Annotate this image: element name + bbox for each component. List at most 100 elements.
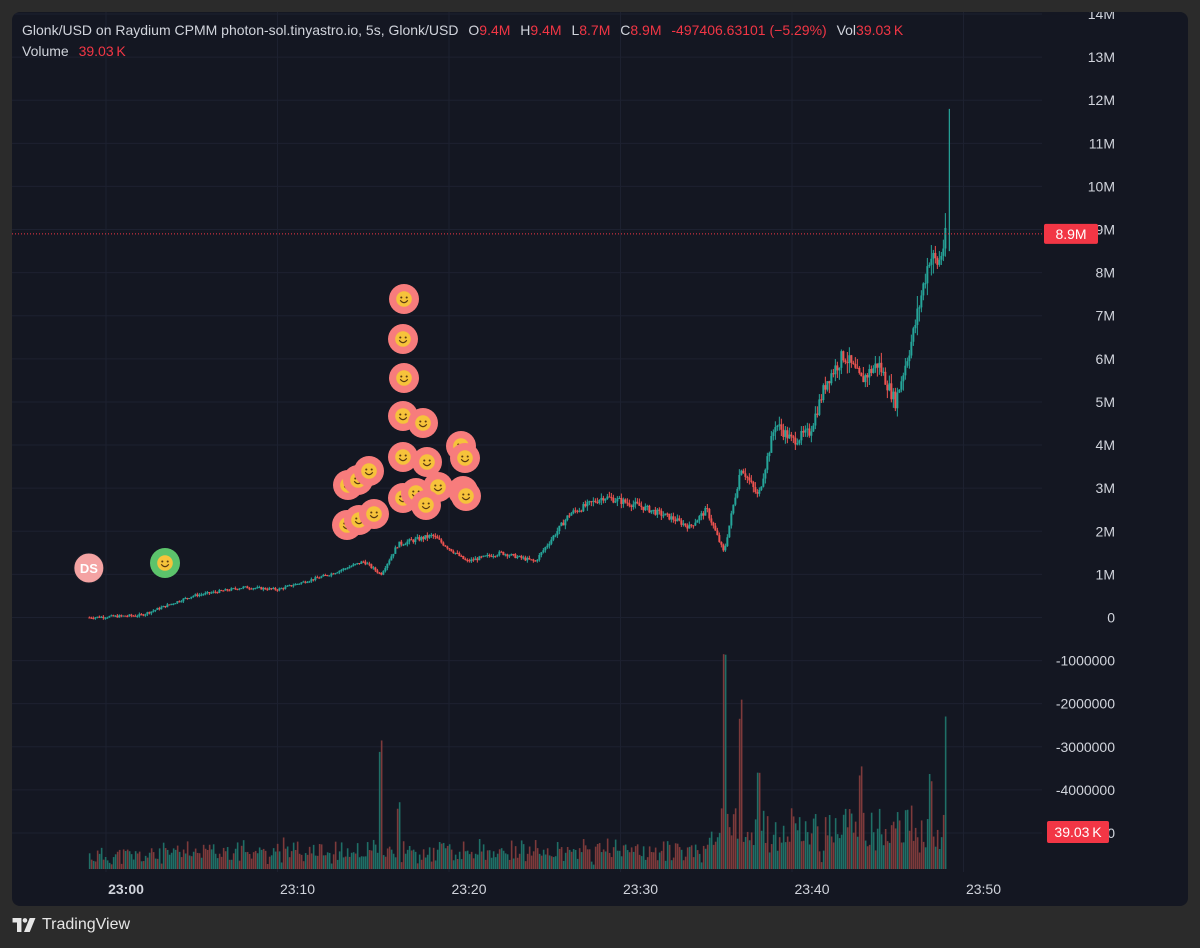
volume-bar [456,859,459,869]
volume-bar [612,847,615,869]
volume-bar [120,863,123,869]
candle-body [94,617,97,619]
volume-bar [490,857,493,869]
smile-marker-red[interactable] [389,363,419,393]
ds-marker[interactable]: DS [73,552,105,584]
candle-body [598,500,601,503]
y-tick-label: -1000000 [1056,653,1115,669]
volume-bar [500,848,503,869]
volume-bar [608,852,611,869]
volume-bar [90,859,93,869]
candle-body [850,355,853,363]
candle-body [618,498,621,500]
volume-bar [764,842,767,869]
candle-body [524,557,527,561]
volume-bar [410,850,413,869]
candle-body [918,307,921,309]
volume-bar [262,848,265,869]
volume-bar [502,850,505,869]
volume-bar [376,852,379,869]
candle-body [536,559,539,562]
volume-bar [230,859,233,869]
legend-title[interactable]: Glonk/USD on Raydium CPMM photon-sol.tin… [22,22,459,38]
smile-marker-red[interactable] [450,443,480,473]
candle-body [848,355,851,364]
candle-body [742,470,745,474]
candle-body [180,601,183,603]
smile-marker-red[interactable] [451,481,481,511]
candle-body [812,425,815,432]
volume-bar [922,841,925,869]
candle-body [458,553,461,556]
smile-marker-red[interactable] [388,324,418,354]
candle-body [660,510,663,516]
chart-panel[interactable]: DS 14M 13M 12M 11M 10M 9M 8M 7M 6M 5M 4M 3M 2M 1M 0 -10… [12,12,1188,906]
candle-body [604,498,607,501]
y-tick-label: 14M [1088,12,1115,22]
candle-body [274,587,277,590]
candle-body [198,594,201,597]
candle-body [844,360,847,363]
volume-bar [474,853,477,869]
volume-bar [610,857,613,869]
smile-marker-red[interactable] [354,456,384,486]
candle-body [92,618,95,620]
smile-marker-red[interactable] [412,447,442,477]
smile-marker-green[interactable] [150,548,180,578]
candle-body [434,536,437,538]
price-chart[interactable]: DS 14M 13M 12M 11M 10M 9M 8M 7M 6M 5M 4M 3M 2M 1M 0 -10… [12,12,1188,906]
candle-body [112,615,115,617]
volume-bar [624,844,627,869]
volume-bar [576,858,579,869]
candle-body [576,510,579,512]
open-label: O [468,22,480,38]
candle-body [760,486,763,490]
volume-bar [472,858,475,869]
volume-bar [534,840,537,869]
volume-bar [440,843,443,869]
volume-bar [832,842,835,869]
candle-body [704,508,707,516]
volume-bar [754,819,757,869]
volume-bar [116,851,119,869]
candle-body [286,585,289,587]
volume-bar [234,848,237,869]
candle-body [528,557,531,560]
volume-bar [700,862,703,869]
volume-bar [932,836,935,869]
tradingview-brand[interactable]: TradingView [12,916,130,934]
volume-bar [888,842,891,869]
candle-body [276,589,279,591]
volume-bar [742,841,745,869]
smile-marker-red[interactable] [411,490,441,520]
smile-marker-red[interactable] [389,284,419,314]
volume-bar [660,850,663,869]
volume-bar [88,853,91,869]
candle-body [200,594,203,596]
candle-body [672,516,675,520]
volume-label[interactable]: Volume [22,43,69,59]
volume-bar [188,855,191,869]
volume-bar [170,852,173,869]
candle-body [752,482,755,488]
volume-bar [108,862,111,869]
volume-bar [520,840,523,869]
volume-bar [904,810,907,869]
candle-body [118,615,121,618]
candle-body [354,563,357,565]
smile-marker-red[interactable] [408,408,438,438]
candle-body [556,531,559,536]
volume-bar [200,857,203,869]
volume-bar [836,834,839,869]
smile-marker-red[interactable] [388,442,418,472]
volume-bar [152,852,155,869]
candle-body [426,535,429,538]
volume-bar [592,864,595,869]
volume-bar [704,848,707,869]
volume-bar [866,846,869,869]
volume-bar [644,859,647,869]
volume-bar [636,844,639,869]
smile-marker-red[interactable] [359,499,389,529]
volume-bar [652,852,655,869]
volume-bar [722,654,725,869]
